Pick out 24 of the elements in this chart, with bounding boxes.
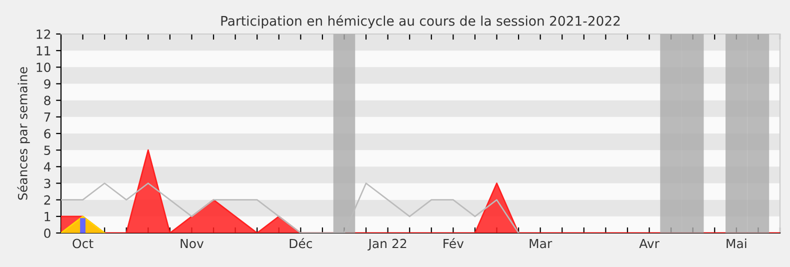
x-tick-label: Déc — [290, 238, 312, 248]
x-tick-label: Avr — [639, 238, 660, 248]
x-tick-label: Jan 22 — [368, 238, 406, 251]
y-tick-label: 11 — [36, 46, 50, 56]
y-tick-label: 8 — [44, 96, 50, 106]
x-tick-label: Nov — [180, 238, 204, 248]
y-tick-label: 7 — [44, 112, 50, 122]
y-tick-label: 3 — [44, 178, 50, 188]
y-tick-label: 2 — [44, 195, 50, 205]
y-tick-label: 1 — [44, 212, 50, 222]
x-tick-label: Fév — [444, 238, 464, 248]
y-tick-label: 5 — [44, 146, 50, 156]
y-tick-label: 0 — [44, 228, 50, 238]
y-tick-label: 9 — [44, 79, 50, 89]
y-tick-label: 6 — [44, 128, 50, 138]
y-tick-label: 4 — [44, 162, 51, 172]
y-tick-label: 10 — [36, 62, 50, 72]
x-tick-label: Mai — [726, 238, 746, 248]
y-axis-title: Séances par semaine — [17, 67, 30, 200]
x-tick-label: Oct — [72, 238, 94, 248]
line-series — [61, 182, 520, 233]
y-tick-label: 12 — [36, 29, 50, 39]
x-tick-label: Mar — [530, 238, 552, 248]
chart-title: Participation en hémicycle au cours de la session 2021-2022 — [221, 15, 620, 28]
